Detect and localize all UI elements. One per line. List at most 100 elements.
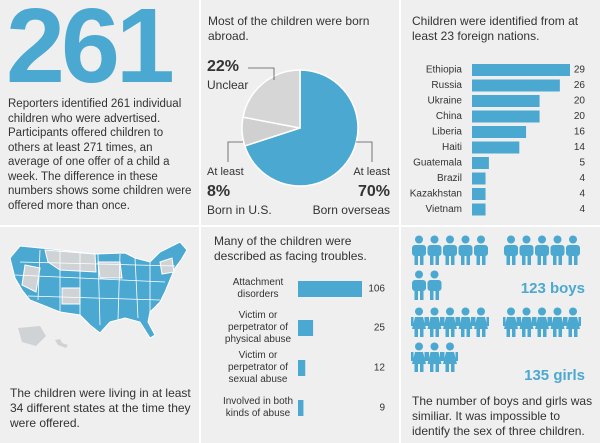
icon-body	[535, 245, 549, 256]
boy-icon	[504, 235, 518, 265]
icon-leg	[430, 328, 434, 337]
icon-arm	[455, 317, 458, 326]
icon-leg	[482, 328, 486, 337]
icon-arm	[486, 317, 489, 326]
icon-leg	[543, 256, 547, 265]
category-label: Brazil	[437, 173, 462, 184]
category-label: Liberia	[432, 127, 462, 138]
bar	[472, 157, 489, 169]
icon-leg	[445, 256, 449, 265]
map-state-gray	[44, 249, 97, 273]
girl-icon	[549, 307, 566, 337]
category-label: Ukraine	[428, 96, 463, 107]
value-label: 14	[574, 142, 586, 153]
category-label: Guatemala	[413, 158, 462, 169]
icon-body	[412, 280, 426, 291]
map-state-gray	[97, 261, 123, 279]
icon-arm	[547, 317, 550, 326]
icon-arm	[563, 317, 566, 326]
girl-icon	[442, 307, 458, 337]
icon-head	[446, 342, 454, 351]
boy-icon	[412, 270, 426, 300]
icon-arm	[578, 317, 581, 326]
pictogram-label: 135 girls	[524, 367, 585, 384]
icon-leg	[414, 291, 418, 300]
boy-icon	[535, 235, 549, 265]
icon-head	[430, 235, 439, 244]
icon-leg	[420, 256, 424, 265]
icon-body	[535, 317, 549, 329]
icon-leg	[537, 256, 541, 265]
chart-title: Children were identified from at least 2…	[412, 14, 579, 43]
icon-body	[427, 280, 442, 291]
icon-body	[427, 317, 442, 329]
pictogram-caption: The number of boys and girls was similia…	[412, 394, 593, 438]
category-label: Born in U.S.	[207, 203, 272, 217]
bar	[298, 360, 306, 376]
icon-leg	[568, 256, 572, 265]
value-label: 4	[579, 173, 585, 184]
map-caption: The children were living in at least 34 …	[10, 386, 191, 430]
icon-leg	[568, 328, 572, 337]
icon-leg	[558, 256, 562, 265]
bar	[298, 281, 362, 297]
icon-leg	[414, 256, 418, 265]
icon-head	[430, 270, 439, 279]
bar	[472, 141, 520, 154]
icon-leg	[522, 328, 526, 337]
icon-body	[474, 317, 488, 329]
map-alaska	[18, 326, 46, 346]
bar	[472, 203, 486, 216]
icon-leg	[445, 363, 449, 372]
girl-icon	[457, 307, 474, 337]
icon-leg	[414, 328, 418, 337]
icon-leg	[512, 256, 516, 265]
icon-leg	[522, 256, 526, 265]
icon-arm	[442, 317, 445, 326]
boy-icon	[443, 235, 457, 265]
icon-arm	[503, 317, 506, 326]
value-label: 106	[368, 284, 385, 295]
leader-line	[227, 141, 243, 162]
category-label: China	[436, 111, 463, 122]
girl-icon	[473, 307, 489, 337]
icon-leg	[420, 328, 424, 337]
category-label: Unclear	[207, 78, 248, 92]
icon-leg	[558, 328, 562, 337]
icon-head	[507, 307, 515, 316]
icon-body	[427, 352, 442, 364]
icon-body	[412, 245, 426, 256]
icon-leg	[574, 256, 578, 265]
leader-line	[248, 67, 275, 80]
girl-icon	[503, 307, 519, 337]
icon-leg	[461, 256, 465, 265]
category-label: Haiti	[442, 142, 462, 153]
icon-leg	[527, 256, 531, 265]
icon-leg	[476, 328, 480, 337]
girl-icon	[426, 307, 443, 337]
icon-body	[519, 317, 534, 329]
icon-head	[569, 307, 577, 316]
icon-head	[430, 307, 439, 316]
icon-head	[569, 235, 577, 244]
icon-arm	[426, 352, 429, 361]
bar	[472, 188, 486, 200]
value-label: 4	[579, 204, 585, 215]
icon-head	[415, 270, 423, 279]
icon-leg	[527, 328, 531, 337]
category-label: Kazakhstan	[410, 189, 462, 200]
icon-head	[522, 235, 531, 244]
bar	[472, 172, 486, 185]
icon-body	[519, 245, 534, 256]
bar	[298, 400, 304, 416]
icon-head	[477, 307, 485, 316]
value-label: 25	[374, 323, 386, 334]
annotation: At least	[353, 166, 390, 178]
icon-leg	[445, 328, 449, 337]
icon-leg	[537, 328, 541, 337]
category-label: Involved in both kinds of abuse	[222, 396, 294, 419]
boy-icon	[458, 235, 473, 265]
icon-leg	[435, 256, 439, 265]
icon-leg	[506, 328, 510, 337]
icon-body	[566, 245, 580, 256]
